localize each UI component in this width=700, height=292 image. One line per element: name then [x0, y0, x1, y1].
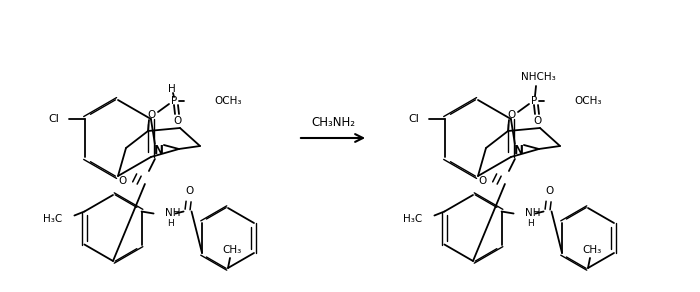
Text: H₃C: H₃C [403, 213, 422, 223]
Text: O: O [533, 116, 541, 126]
Text: Cl: Cl [408, 114, 419, 124]
Text: CH₃: CH₃ [582, 245, 601, 255]
Text: OCH₃: OCH₃ [574, 96, 601, 106]
Text: O: O [545, 187, 554, 197]
Text: P: P [171, 96, 177, 106]
Text: O: O [479, 176, 487, 186]
Text: H: H [167, 219, 174, 228]
Text: Cl: Cl [48, 114, 59, 124]
Text: N: N [514, 145, 524, 157]
Text: OCH₃: OCH₃ [214, 96, 241, 106]
Text: N: N [154, 145, 164, 157]
Text: CH₃NH₂: CH₃NH₂ [311, 116, 355, 128]
Text: O: O [508, 110, 516, 120]
Text: CH₃: CH₃ [223, 245, 241, 255]
Text: O: O [148, 110, 156, 120]
Text: H₃C: H₃C [43, 213, 62, 223]
Text: O: O [119, 176, 127, 186]
Text: O: O [173, 116, 181, 126]
Text: H: H [168, 84, 176, 94]
Text: NHCH₃: NHCH₃ [521, 72, 555, 82]
Text: O: O [186, 187, 194, 197]
Text: NH: NH [524, 208, 540, 218]
Text: H: H [528, 219, 534, 228]
Text: NH: NH [164, 208, 180, 218]
Text: P: P [531, 96, 537, 106]
